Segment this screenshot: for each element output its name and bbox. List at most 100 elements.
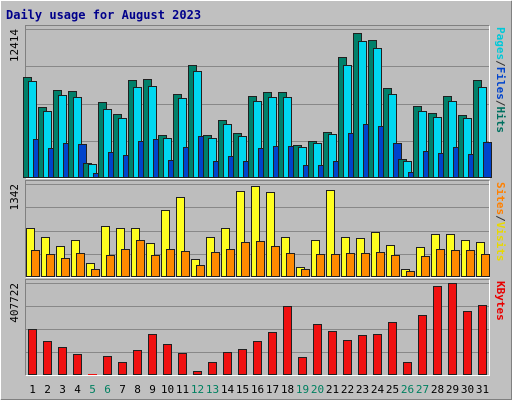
bar-kbytes-day-1 (28, 329, 37, 375)
bar-outline (103, 109, 112, 178)
bar-outline (358, 335, 367, 375)
bar-outline (316, 254, 325, 277)
bar-outline (43, 341, 52, 375)
bar-fill (431, 234, 440, 277)
bar-fill (173, 94, 182, 178)
bar-fill (253, 341, 262, 375)
bar-kbytes-day-30 (463, 311, 472, 375)
bar-outline (328, 134, 337, 178)
bar-fill (183, 147, 192, 178)
bar-fill (356, 238, 365, 277)
bar-fill (176, 197, 185, 277)
bar-fill (86, 263, 95, 277)
bar-fill (133, 87, 142, 178)
bar-fill (253, 101, 262, 178)
bar-outline (421, 256, 430, 277)
bar-fill (421, 256, 430, 277)
x-tick-label-day-22: 22 (341, 383, 354, 396)
bar-fill (388, 322, 397, 375)
bar-fill (163, 344, 172, 375)
bar-fill (328, 331, 337, 375)
bar-fill (88, 164, 97, 178)
bar-kbytes-day-26 (403, 362, 412, 375)
bar-fill (178, 353, 187, 375)
bar-files-day-18 (283, 97, 292, 178)
bar-fill (343, 65, 352, 178)
bar-outline (478, 87, 487, 178)
bar-files-day-4 (73, 97, 82, 178)
bar-fill (116, 228, 125, 277)
bar-fill (296, 267, 305, 277)
bar-fill (258, 148, 267, 178)
bar-fill (151, 255, 160, 277)
x-tick-label-day-18: 18 (281, 383, 294, 396)
bar-fill (358, 335, 367, 375)
bar-visits-day-10 (161, 210, 170, 277)
bar-outline (433, 286, 442, 375)
bar-fill (178, 98, 187, 178)
bar-fill (233, 133, 242, 178)
bar-outline (151, 255, 160, 277)
bar-outline (101, 226, 110, 277)
bar-fill (28, 81, 37, 178)
bar-fill (346, 253, 355, 277)
x-tick-label-day-31: 31 (476, 383, 489, 396)
bar-fill (468, 154, 477, 178)
legend-entry: Files (494, 67, 507, 100)
bar-kbytes-day-20 (313, 324, 322, 375)
bar-fill (263, 92, 272, 178)
bar-fill (118, 362, 127, 375)
bar-outline (238, 136, 247, 178)
bar-fill (41, 237, 50, 277)
bar-files-day-26 (403, 161, 412, 178)
bar-files-day-16 (253, 101, 262, 178)
legend-entry: / (494, 60, 507, 67)
x-tick-label-day-13: 13 (206, 383, 219, 396)
bar-fill (313, 324, 322, 375)
bar-outline (208, 138, 217, 178)
x-tick-label-day-28: 28 (431, 383, 444, 396)
bar-files-day-13 (208, 138, 217, 178)
bar-kbytes-day-23 (358, 335, 367, 375)
y-axis-max-label: 12414 (8, 29, 21, 62)
bar-outline (478, 305, 487, 375)
bar-fill (123, 155, 132, 178)
bar-files-day-10 (163, 138, 172, 178)
chart-title: Daily usage for August 2023 (6, 8, 201, 22)
bar-fill (193, 71, 202, 178)
bar-outline (176, 197, 185, 277)
bar-fill (68, 91, 77, 178)
bar-fill (386, 245, 395, 277)
bar-outline (226, 249, 235, 277)
bar-kbytes-day-27 (418, 315, 427, 375)
bar-kbytes-day-11 (178, 353, 187, 375)
bar-fill (93, 173, 102, 178)
bar-kbytes-day-14 (223, 352, 232, 375)
bar-fill (318, 165, 327, 178)
bar-sites-day-9 (151, 255, 160, 277)
bar-sites-day-10 (166, 249, 175, 277)
legend-entry: Visits (494, 222, 507, 262)
bar-files-day-25 (388, 94, 397, 178)
bar-fill (138, 141, 147, 178)
bar-fill (406, 271, 415, 277)
bar-outline (373, 334, 382, 375)
bar-fill (373, 334, 382, 375)
bar-outline (236, 191, 245, 277)
bar-fill (433, 286, 442, 375)
bar-fill (26, 228, 35, 277)
bar-outline (88, 164, 97, 178)
x-tick-label-day-23: 23 (356, 383, 369, 396)
x-tick-label-day-10: 10 (161, 383, 174, 396)
bar-fill (358, 41, 367, 178)
bar-sites-day-20 (316, 254, 325, 277)
bar-fill (58, 95, 67, 178)
plot-frame-bottom (25, 25, 490, 179)
bar-fill (58, 347, 67, 375)
legend-entry: Hits (494, 107, 507, 134)
x-tick-label-day-2: 2 (44, 383, 51, 396)
bar-fill (281, 237, 290, 277)
bar-outline (433, 117, 442, 178)
